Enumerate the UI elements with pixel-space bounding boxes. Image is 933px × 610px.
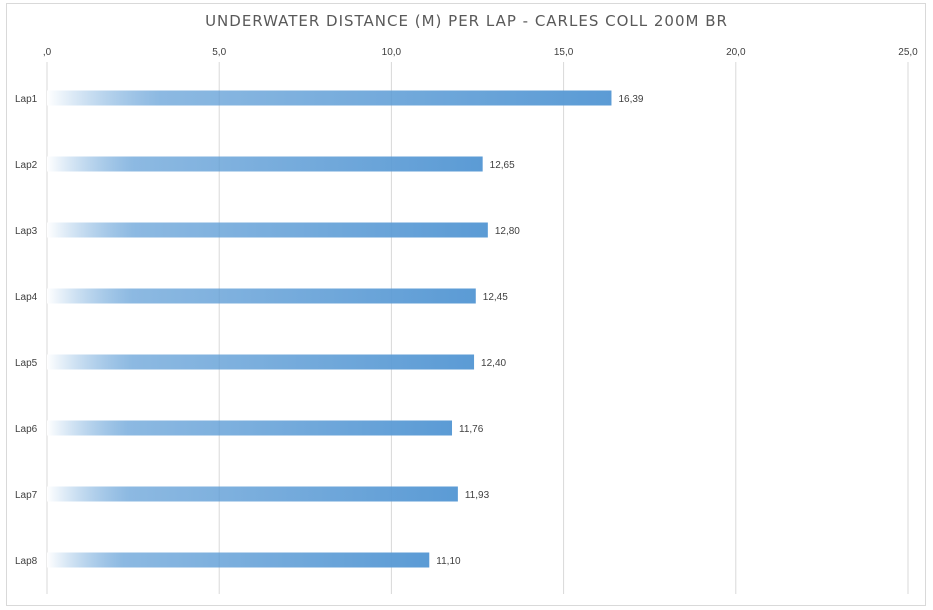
data-label: 11,10 <box>436 556 461 567</box>
x-tick-label: ,0 <box>43 47 52 58</box>
bar <box>47 420 453 436</box>
data-label: 11,93 <box>465 490 490 501</box>
x-axis-ticks: ,0 5,0 10,0 15,0 20,0 25,0 <box>43 47 918 58</box>
category-label: Lap1 <box>15 94 38 105</box>
category-label: Lap2 <box>15 160 38 171</box>
data-label: 12,65 <box>490 160 515 171</box>
gridlines <box>46 62 909 594</box>
chart-title: UNDERWATER DISTANCE (M) PER LAP - CARLES… <box>205 12 728 30</box>
data-label: 12,45 <box>483 292 508 303</box>
category-label: Lap4 <box>15 292 38 303</box>
data-label: 11,76 <box>459 424 484 435</box>
category-label: Lap7 <box>15 490 38 501</box>
x-tick-label: 25,0 <box>898 47 918 58</box>
x-tick-label: 20,0 <box>726 47 746 58</box>
data-labels: 16,39 12,65 12,80 12,45 12,40 11,76 11,93 11,10 <box>436 94 644 567</box>
bar <box>47 156 483 172</box>
x-tick-label: 15,0 <box>554 47 574 58</box>
bar <box>47 222 488 238</box>
category-label: Lap6 <box>15 424 38 435</box>
y-axis-categories: Lap1 Lap2 Lap3 Lap4 Lap5 Lap6 Lap7 Lap8 <box>15 94 38 567</box>
bar <box>47 288 476 304</box>
category-label: Lap8 <box>15 556 38 567</box>
bar <box>47 354 475 370</box>
x-tick-label: 10,0 <box>382 47 402 58</box>
bars <box>47 90 612 568</box>
bar <box>47 552 430 568</box>
x-tick-label: 5,0 <box>212 47 226 58</box>
bar <box>47 486 458 502</box>
bar <box>47 90 612 106</box>
category-label: Lap5 <box>15 358 38 369</box>
category-label: Lap3 <box>15 226 38 237</box>
data-label: 16,39 <box>618 94 643 105</box>
data-label: 12,40 <box>481 358 506 369</box>
data-label: 12,80 <box>495 226 520 237</box>
